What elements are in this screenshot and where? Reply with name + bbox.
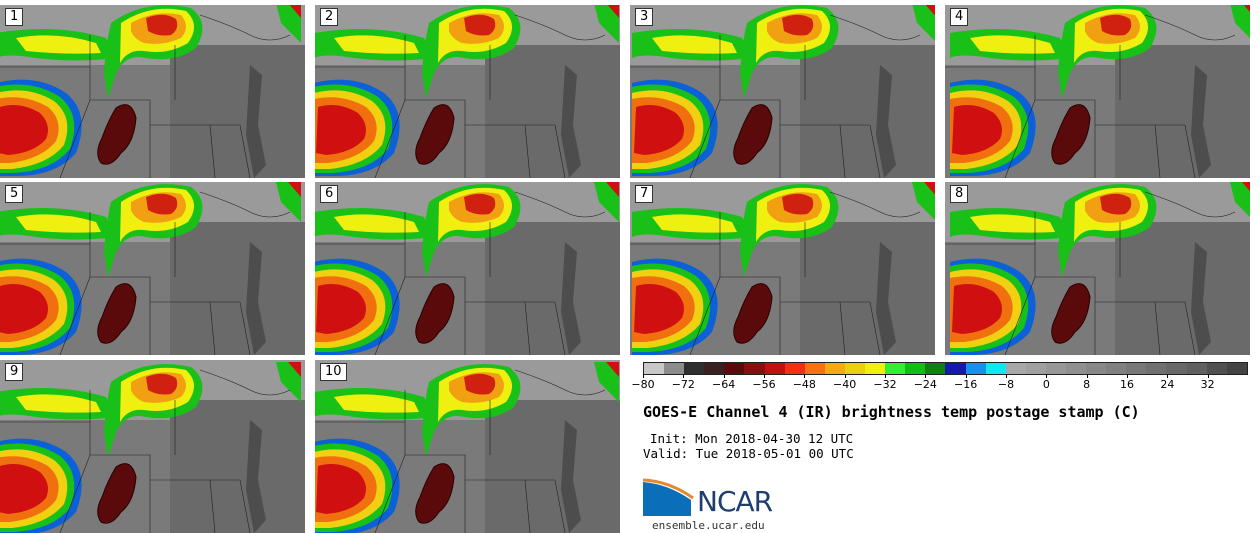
colorbar-swatch — [1086, 363, 1107, 374]
panel-label: 6 — [320, 185, 339, 203]
panel-label: 3 — [635, 8, 654, 26]
colorbar-tick-mark — [1207, 374, 1209, 378]
colorbar-tick-mark — [925, 374, 927, 378]
colorbar-tick-label: −40 — [833, 378, 857, 391]
ensemble-member-panel: 9 — [0, 360, 305, 533]
ensemble-member-panel: 7 — [630, 182, 935, 355]
colorbar-tick-mark — [1006, 374, 1007, 378]
colorbar-tick-label: −32 — [873, 378, 897, 391]
colorbar-tick-mark — [723, 374, 725, 378]
colorbar-tick-mark — [1167, 374, 1169, 378]
colorbar-swatch — [1106, 363, 1127, 374]
ensemble-member-panel: 8 — [945, 182, 1250, 355]
ensemble-member-panel: 4 — [945, 5, 1250, 178]
colorbar-swatch — [684, 363, 705, 374]
colorbar-swatch — [1005, 363, 1026, 374]
init-time: Init: Mon 2018-04-30 12 UTC — [650, 431, 854, 446]
ensemble-member-panel: 5 — [0, 182, 305, 355]
colorbar-tick-label: 16 — [1120, 378, 1134, 391]
colorbar-ticks: −80 −72 −64 −56 −48 −40 −32 −24 −16 −8 0 8 16 24 32 — [631, 374, 1248, 394]
colorbar-swatch — [744, 363, 765, 374]
colorbar-swatch — [1126, 363, 1147, 374]
colorbar-swatch — [664, 363, 685, 374]
colorbar-swatch — [704, 363, 725, 374]
colorbar-tick-mark — [1127, 374, 1128, 378]
colorbar-tick-mark — [844, 374, 846, 378]
colorbar-swatch — [1065, 363, 1087, 374]
colorbar-tick-mark — [764, 374, 765, 378]
colorbar-swatch — [1045, 363, 1066, 374]
colorbar-tick-label: 0 — [1042, 378, 1050, 391]
colorbar-tick-label: −64 — [712, 378, 736, 391]
panel-label: 7 — [635, 185, 654, 203]
colorbar — [643, 362, 1248, 375]
colorbar-swatch — [1186, 363, 1207, 374]
ncar-logo-text: NCAR — [697, 485, 773, 518]
colorbar-swatch — [885, 363, 906, 374]
panel-label: 1 — [5, 8, 24, 26]
panel-label: 10 — [320, 363, 347, 381]
panel-label: 8 — [950, 185, 969, 203]
ensemble-member-panel: 3 — [630, 5, 935, 178]
colorbar-swatch — [905, 363, 926, 374]
colorbar-swatch — [1025, 363, 1046, 374]
ensemble-member-panel: 2 — [315, 5, 620, 178]
colorbar-swatch — [784, 363, 805, 374]
colorbar-swatch — [724, 363, 745, 374]
colorbar-tick-label: −48 — [792, 378, 816, 391]
ensemble-member-panel: 1 — [0, 5, 305, 178]
panel-label: 4 — [950, 8, 969, 26]
colorbar-swatch — [844, 363, 866, 374]
ncar-logo-icon — [643, 478, 694, 516]
ensemble-website: ensemble.ucar.edu — [652, 519, 765, 532]
colorbar-tick-mark — [965, 374, 967, 378]
colorbar-swatch — [965, 363, 986, 374]
colorbar-tick-label: −16 — [954, 378, 978, 391]
valid-time: Valid: Tue 2018-05-01 00 UTC — [643, 446, 854, 461]
ensemble-member-panel: 6 — [315, 182, 620, 355]
colorbar-swatch — [824, 363, 845, 374]
colorbar-tick-label: −8 — [997, 378, 1015, 391]
colorbar-swatch — [865, 363, 886, 374]
colorbar-tick-mark — [1086, 374, 1088, 378]
colorbar-tick-mark — [1046, 374, 1048, 378]
panel-label: 2 — [320, 8, 339, 26]
colorbar-swatch — [925, 363, 946, 374]
colorbar-tick-label: −24 — [913, 378, 937, 391]
colorbar-swatch — [804, 363, 825, 374]
panel-label: 9 — [5, 363, 24, 381]
colorbar-swatch — [985, 363, 1006, 374]
ensemble-member-panel: 10 — [315, 360, 620, 533]
colorbar-swatch — [1206, 363, 1227, 374]
figure-title: GOES-E Channel 4 (IR) brightness temp po… — [643, 403, 1140, 421]
colorbar-tick-label: −72 — [671, 378, 695, 391]
colorbar-swatch — [1226, 363, 1247, 374]
colorbar-tick-label: 24 — [1160, 378, 1175, 391]
colorbar-swatch — [1146, 363, 1167, 374]
panel-label: 5 — [5, 185, 24, 203]
colorbar-tick-label: −56 — [752, 378, 776, 391]
colorbar-tick-label: −80 — [631, 378, 655, 391]
colorbar-tick-mark — [885, 374, 886, 378]
colorbar-swatch — [764, 363, 785, 374]
colorbar-tick-label: 8 — [1083, 378, 1091, 391]
colorbar-tick-mark — [804, 374, 806, 378]
colorbar-swatch — [945, 363, 966, 374]
colorbar-tick-mark — [643, 374, 644, 378]
colorbar-swatch — [644, 363, 665, 374]
colorbar-tick-label: 32 — [1200, 378, 1215, 391]
colorbar-swatch — [1166, 363, 1187, 374]
colorbar-tick-mark — [683, 374, 685, 378]
